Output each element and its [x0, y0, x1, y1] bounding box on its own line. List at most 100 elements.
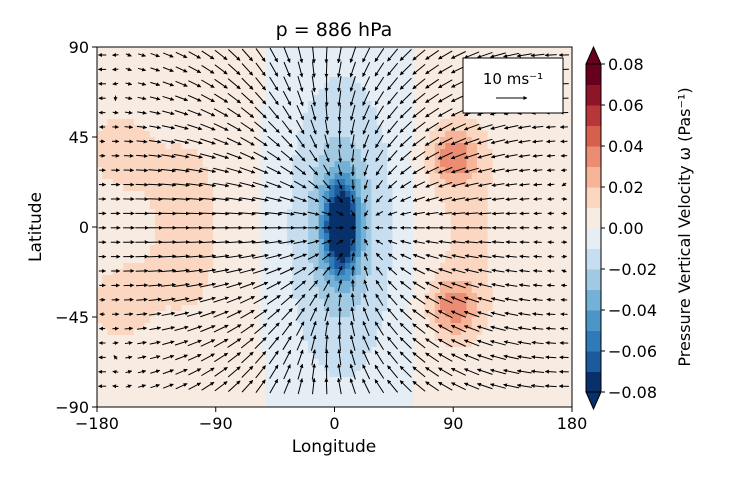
field-cell — [97, 257, 103, 264]
field-cell — [165, 203, 172, 210]
field-cell — [461, 155, 468, 162]
field-cell — [477, 215, 483, 222]
field-cell — [271, 47, 278, 54]
field-cell — [434, 59, 441, 66]
field-cell — [176, 113, 183, 120]
field-cell — [334, 365, 341, 372]
field-cell — [561, 125, 568, 132]
field-cell — [133, 173, 140, 180]
field-cell — [434, 227, 441, 234]
field-cell — [149, 89, 156, 96]
field-cell — [366, 335, 373, 342]
field-cell — [376, 359, 383, 366]
field-cell — [260, 311, 267, 318]
field-cell — [128, 197, 135, 204]
field-cell — [434, 119, 441, 126]
field-cell — [429, 263, 436, 270]
field-cell — [218, 371, 225, 378]
field-cell — [329, 167, 336, 174]
field-cell — [440, 215, 446, 222]
field-cell — [155, 191, 161, 198]
field-cell — [355, 317, 362, 324]
field-cell — [366, 221, 373, 228]
field-cell — [360, 221, 367, 228]
field-cell — [139, 329, 146, 336]
field-cell — [308, 233, 314, 240]
field-cell — [445, 161, 452, 168]
field-cell — [97, 47, 103, 54]
field-cell — [302, 191, 309, 198]
field-cell — [466, 221, 473, 228]
field-cell — [434, 251, 441, 258]
field-cell — [181, 215, 188, 222]
field-cell — [445, 365, 452, 372]
field-cell — [461, 173, 468, 180]
field-cell — [260, 371, 267, 378]
field-cell — [482, 299, 489, 306]
field-cell — [413, 77, 420, 84]
field-cell — [382, 335, 388, 342]
field-cell — [176, 137, 183, 144]
field-cell — [345, 113, 351, 120]
field-cell — [556, 281, 563, 288]
field-cell — [492, 317, 499, 324]
field-cell — [461, 131, 468, 138]
field-cell — [181, 233, 188, 240]
field-cell — [339, 275, 346, 282]
field-cell — [403, 245, 409, 252]
field-cell — [418, 305, 425, 312]
field-cell — [318, 101, 325, 108]
field-cell — [97, 347, 103, 354]
field-cell — [366, 341, 373, 348]
field-cell — [387, 149, 394, 156]
field-cell — [561, 233, 568, 240]
field-cell — [128, 101, 135, 108]
field-cell — [382, 329, 388, 336]
field-cell — [281, 173, 288, 180]
field-cell — [471, 365, 478, 372]
field-cell — [271, 293, 278, 300]
field-cell — [403, 221, 409, 228]
field-cell — [566, 191, 572, 198]
field-cell — [228, 311, 235, 318]
field-cell — [524, 257, 531, 264]
field-cell — [292, 131, 299, 138]
field-cell — [181, 227, 188, 234]
field-cell — [112, 251, 119, 258]
field-cell — [345, 101, 351, 108]
field-cell — [392, 53, 399, 60]
field-cell — [165, 119, 172, 126]
field-cell — [228, 107, 235, 114]
field-cell — [308, 89, 314, 96]
field-cell — [276, 173, 283, 180]
field-cell — [440, 83, 446, 90]
field-cell — [455, 83, 462, 90]
field-cell — [487, 209, 494, 216]
field-cell — [382, 263, 388, 270]
field-cell — [313, 203, 320, 210]
field-cell — [118, 377, 124, 384]
field-cell — [244, 335, 251, 342]
field-cell — [265, 113, 272, 120]
field-cell — [392, 95, 399, 102]
field-cell — [376, 299, 383, 306]
field-cell — [302, 353, 309, 360]
field-cell — [450, 329, 457, 336]
field-cell — [265, 371, 272, 378]
field-cell — [250, 113, 256, 120]
field-cell — [213, 125, 219, 132]
field-cell — [244, 257, 251, 264]
field-cell — [371, 305, 378, 312]
field-cell — [218, 251, 225, 258]
field-cell — [403, 77, 409, 84]
field-cell — [566, 263, 572, 270]
field-cell — [371, 119, 378, 126]
field-cell — [107, 95, 114, 102]
field-cell — [139, 269, 146, 276]
field-cell — [355, 281, 362, 288]
field-cell — [170, 47, 177, 54]
field-cell — [239, 161, 246, 168]
field-cell — [271, 329, 278, 336]
field-cell — [556, 203, 563, 210]
field-cell — [535, 365, 541, 372]
